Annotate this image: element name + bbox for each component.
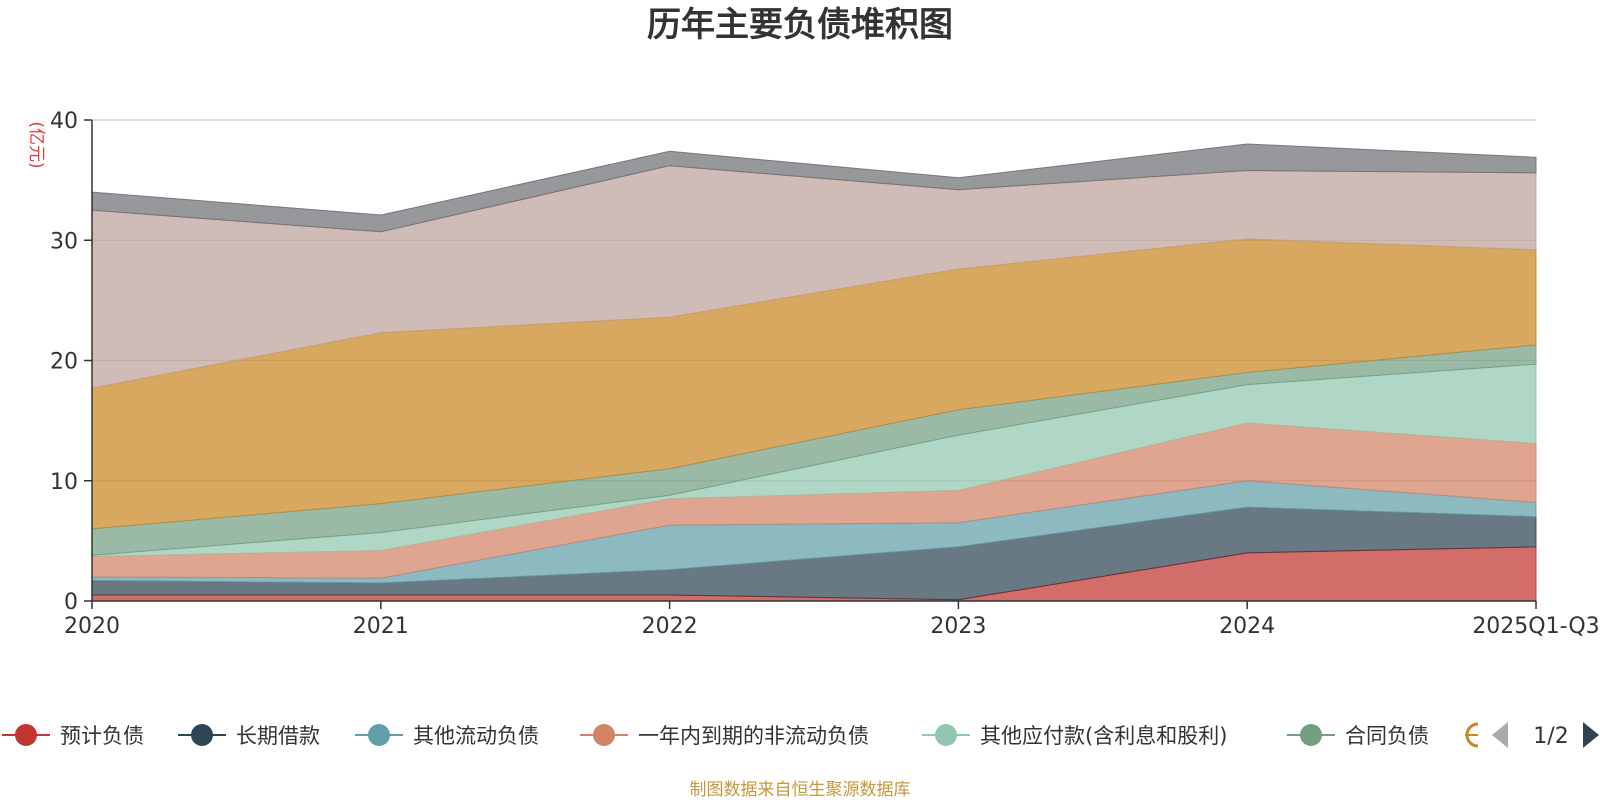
- legend-label: 长期借款: [236, 724, 320, 748]
- legend-item[interactable]: 一年内到期的非流动负债: [580, 724, 869, 748]
- legend-label: 其他应付款(含利息和股利): [980, 724, 1227, 748]
- legend-item[interactable]: 其他流动负债: [355, 724, 539, 748]
- legend: 预计负债 长期借款 其他流动负债 一年内到期的非流动负债 其他应付款(含利息和股利) 合同…: [2, 722, 1479, 748]
- area-series-8[interactable]: [91, 143, 1537, 233]
- legend-prev-page-icon[interactable]: [1492, 722, 1508, 748]
- legend-item[interactable]: 合同负债: [1287, 724, 1429, 748]
- y-tick-label: 0: [64, 590, 78, 615]
- legend-pager: 1/2: [1492, 722, 1599, 749]
- x-tick-label: 2020: [64, 614, 120, 639]
- legend-label: 预计负债: [60, 724, 144, 748]
- x-tick-label: 2024: [1219, 614, 1275, 639]
- y-tick-label: 40: [50, 109, 78, 134]
- axes: [91, 120, 1536, 602]
- legend-label: 一年内到期的非流动负债: [638, 724, 869, 748]
- y-tick-label: 30: [50, 229, 78, 254]
- legend-circle-marker: [191, 724, 213, 746]
- legend-label: 合同负债: [1345, 724, 1429, 748]
- legend-item[interactable]: 长期借款: [178, 724, 320, 748]
- legend-circle-marker: [15, 724, 37, 746]
- y-axis-unit: (亿元): [26, 121, 46, 168]
- x-tick-label: 2025Q1-Q3: [1472, 614, 1599, 639]
- x-tick-labels: 2020 2021 2022 2023 2024 2025Q1-Q3: [64, 601, 1600, 639]
- y-tick-labels: 0 10 20 30 40: [50, 109, 78, 615]
- legend-next-page-icon[interactable]: [1583, 722, 1599, 748]
- legend-circle-marker: [368, 724, 390, 746]
- legend-item[interactable]: 其他应付款(含利息和股利): [922, 724, 1227, 748]
- x-tick-label: 2021: [353, 614, 409, 639]
- data-source-note: 制图数据来自恒生聚源数据库: [690, 780, 911, 800]
- legend-circle-marker: [593, 724, 615, 746]
- legend-circle-marker: [935, 724, 957, 746]
- y-tick-label: 20: [50, 350, 78, 375]
- legend-item[interactable]: 预计负债: [2, 724, 144, 748]
- legend-label: 其他流动负债: [413, 724, 539, 748]
- area-series-layer: [91, 143, 1537, 602]
- x-tick-label: 2023: [930, 614, 986, 639]
- legend-page-indicator: 1/2: [1533, 724, 1568, 749]
- legend-item-partial[interactable]: [1465, 722, 1479, 748]
- y-tick-label: 10: [50, 470, 78, 495]
- legend-circle-marker: [1465, 722, 1479, 748]
- x-tick-label: 2022: [642, 614, 698, 639]
- chart-title: 历年主要负债堆积图: [647, 5, 953, 45]
- legend-circle-marker: [1300, 724, 1322, 746]
